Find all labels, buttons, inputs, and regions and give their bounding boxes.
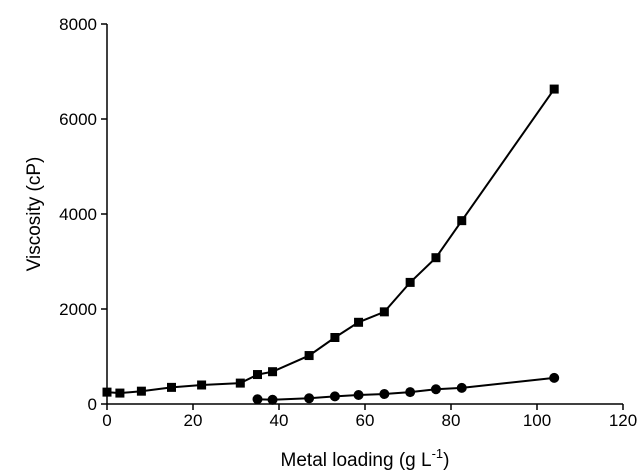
x-tick-label: 60 (356, 411, 375, 430)
y-tick-label: 8000 (59, 15, 97, 34)
data-point-square (253, 370, 262, 380)
y-tick-label: 2000 (59, 300, 97, 319)
x-axis-title-main: Metal loading (g L (281, 450, 432, 470)
data-point-square (304, 351, 314, 361)
x-tick-label: 120 (609, 411, 637, 430)
data-point-circle (549, 372, 560, 383)
series-line (257, 376, 555, 401)
y-tick-label: 6000 (59, 110, 97, 129)
x-axis-title-superscript: -1 (432, 446, 444, 461)
data-point-square (431, 253, 441, 263)
data-point-circle (329, 391, 340, 402)
series-layer (102, 84, 560, 405)
x-tick-label: 0 (102, 411, 111, 430)
x-tick-label: 20 (184, 411, 203, 430)
data-point-circle (267, 394, 278, 405)
data-point-square (115, 388, 125, 398)
data-point-square (268, 367, 278, 377)
data-point-circle (353, 389, 364, 400)
data-point-square (354, 317, 364, 327)
data-point-circle (430, 384, 441, 395)
data-point-circle (252, 394, 263, 405)
series-1 (102, 84, 559, 398)
y-axis-title: Viscosity (cP) (24, 157, 45, 272)
data-point-square (549, 84, 559, 94)
data-point-square (235, 378, 245, 388)
x-tick-label: 40 (270, 411, 289, 430)
data-point-circle (304, 393, 315, 404)
x-tick-label: 100 (523, 411, 551, 430)
series-2 (252, 372, 560, 405)
x-tick-label: 80 (442, 411, 461, 430)
x-axis-title-suffix: ) (443, 450, 449, 470)
data-point-square (167, 382, 176, 392)
data-point-square (330, 333, 340, 342)
data-point-square (405, 277, 415, 287)
data-point-square (379, 307, 389, 317)
y-tick-label: 0 (88, 395, 97, 414)
y-tick-label: 4000 (59, 205, 97, 224)
data-point-circle (405, 387, 416, 398)
series-line (106, 88, 556, 395)
ticks: 0 20 40 60 80 100 120 0 2000 4000 6000 8000 (59, 15, 637, 430)
data-point-square (102, 387, 112, 397)
data-point-square (197, 380, 207, 390)
data-point-square (136, 386, 146, 396)
data-point-circle (379, 389, 390, 400)
data-point-circle (456, 382, 467, 393)
axes (106, 24, 623, 405)
data-point-square (457, 216, 467, 226)
x-axis-title: Metal loading (g L-1) (281, 446, 450, 470)
